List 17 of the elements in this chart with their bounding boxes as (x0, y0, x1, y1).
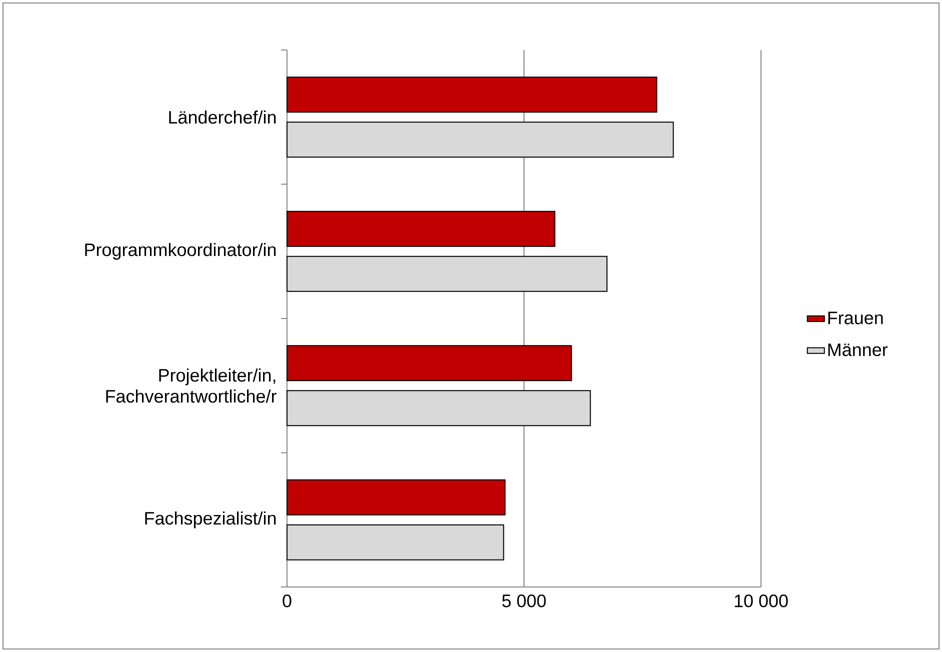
legend-label: Männer (828, 344, 888, 356)
y-tick-label: Länderchef/in (169, 110, 276, 124)
y-tick-label: Fachspezialist/in (145, 511, 276, 528)
x-tick-label: 5 000 (502, 594, 546, 608)
y-tick-label: Projektleiter/in, Fachverantwortliche/r (106, 368, 276, 403)
bar (286, 122, 674, 158)
legend-label: Frauen (828, 312, 883, 324)
bar (286, 524, 504, 560)
bar (286, 345, 572, 382)
bar (286, 76, 658, 113)
x-tick-label: 0 (282, 594, 292, 608)
x-tick-label: 10 000 (734, 594, 788, 608)
y-tick-label: Programmkoordinator/in (85, 242, 276, 260)
bar (286, 390, 591, 426)
bar (286, 479, 506, 516)
bar (286, 256, 608, 292)
bar (286, 210, 556, 247)
